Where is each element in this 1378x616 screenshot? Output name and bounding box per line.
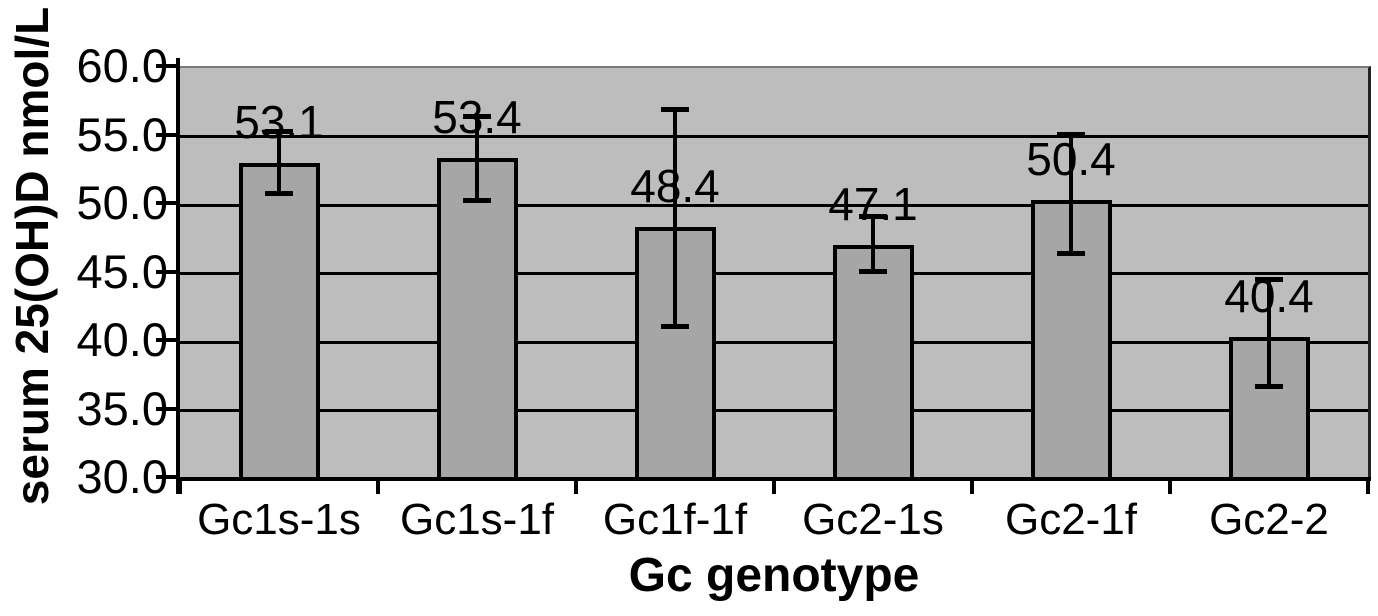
x-tick-mark — [772, 477, 776, 494]
x-tick-mark — [178, 477, 182, 494]
error-bar-line — [1267, 278, 1271, 388]
y-tick-label: 50.0 — [76, 176, 168, 229]
x-category-label: Gc1f-1f — [602, 495, 748, 544]
x-category-label: Gc2-1s — [802, 495, 944, 544]
gridline — [180, 135, 1368, 138]
gridline — [180, 203, 1368, 207]
y-tick-label: 55.0 — [76, 107, 168, 161]
x-tick-mark — [376, 477, 380, 494]
error-bar-line — [1069, 133, 1073, 255]
error-bar-line — [871, 215, 875, 273]
bar — [238, 162, 320, 479]
y-tick-label: 35.0 — [76, 381, 168, 435]
error-bar-cap-top — [463, 113, 491, 119]
y-tick-mark — [156, 338, 178, 342]
gridline — [180, 340, 1368, 344]
y-tick-mark — [156, 269, 178, 274]
bar-value-label: 53.4 — [432, 91, 522, 144]
error-bar-cap-top — [1057, 131, 1085, 137]
x-tick-mark — [970, 477, 974, 494]
y-tick-label: 60.0 — [76, 39, 168, 92]
x-tick-mark — [574, 477, 578, 494]
plot-area: 53.1 53.4 48.4 47.1 50.4 40.4 — [180, 66, 1371, 479]
error-bar-cap-bottom — [1255, 384, 1283, 390]
error-bar-cap-top — [1255, 276, 1283, 282]
y-axis-line — [176, 58, 180, 494]
error-bar-line — [673, 109, 677, 327]
error-bar-cap-bottom — [463, 197, 491, 203]
bar-value-label: 48.4 — [630, 159, 720, 212]
error-bar-cap-bottom — [265, 191, 293, 197]
y-tick-label: 45.0 — [76, 244, 168, 298]
error-bar-cap-bottom — [1057, 251, 1085, 257]
bar-value-label: 53.1 — [234, 95, 324, 148]
gridline — [180, 409, 1368, 412]
x-category-label: Gc2-1f — [1004, 495, 1138, 544]
x-category-label: Gc1s-1f — [399, 495, 555, 544]
y-tick-label: 30.0 — [76, 450, 168, 503]
bar-value-label: 50.4 — [1026, 132, 1116, 185]
y-tick-mark — [156, 132, 178, 137]
error-bar-cap-bottom — [859, 269, 887, 275]
error-bar-cap-top — [661, 107, 689, 113]
y-tick-mark — [156, 201, 178, 205]
x-category-label: Gc2-2 — [1209, 495, 1329, 544]
error-bar-line — [277, 131, 281, 195]
gridline — [180, 272, 1368, 275]
bar-value-label: 40.4 — [1224, 269, 1314, 322]
x-tick-mark — [1366, 477, 1370, 494]
x-category-label: Gc1s-1s — [197, 495, 361, 544]
error-bar-line — [475, 115, 479, 201]
error-bar-cap-bottom — [661, 323, 689, 329]
bar — [436, 158, 518, 479]
error-bar-cap-top — [265, 129, 293, 135]
y-tick-mark — [156, 406, 178, 411]
error-bar-cap-top — [859, 213, 887, 219]
bar — [832, 244, 914, 479]
x-tick-mark — [1168, 477, 1172, 494]
bar-value-label: 47.1 — [828, 177, 918, 230]
x-axis-title: Gc genotype — [628, 549, 920, 602]
y-tick-mark — [156, 475, 178, 479]
y-tick-mark — [156, 64, 178, 68]
y-tick-label: 40.0 — [76, 313, 168, 366]
